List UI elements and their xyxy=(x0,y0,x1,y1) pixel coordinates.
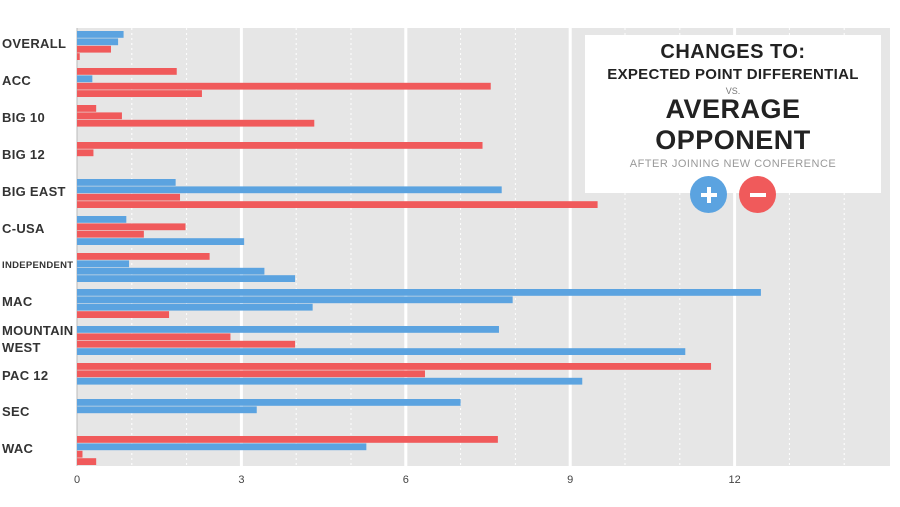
bar-negative xyxy=(77,53,80,60)
bar-positive xyxy=(77,260,130,268)
x-tick-label: 12 xyxy=(728,474,741,486)
x-tick-label: 9 xyxy=(567,474,574,486)
bar-negative xyxy=(77,223,186,231)
bar-positive xyxy=(77,296,513,304)
legend-title: CHANGES TO: xyxy=(660,41,806,63)
legend-vs: VS. xyxy=(725,86,741,96)
bar-negative xyxy=(77,230,144,238)
bar-negative xyxy=(77,112,122,120)
bar-negative xyxy=(77,370,425,378)
bar-negative xyxy=(77,311,170,318)
minus-icon xyxy=(739,176,776,213)
bar-positive xyxy=(77,289,761,296)
bar-negative xyxy=(77,68,177,75)
legend-main-heading: AVERAGE OPPONENT xyxy=(655,94,811,155)
bar-positive xyxy=(77,443,367,451)
bar-positive xyxy=(77,303,313,311)
legend-note: AFTER JOINING NEW CONFERENCE xyxy=(629,158,837,170)
bar-negative xyxy=(77,340,296,348)
legend-icons xyxy=(585,176,881,213)
bar-negative xyxy=(77,142,483,149)
x-tick-label: 6 xyxy=(402,474,409,486)
bar-negative xyxy=(77,450,83,458)
bar-positive xyxy=(77,406,257,414)
bar-negative xyxy=(77,105,97,112)
bar-negative xyxy=(77,119,315,127)
bar-negative xyxy=(77,90,202,97)
bar-negative xyxy=(77,363,712,370)
x-tick-label: 3 xyxy=(238,474,245,486)
category-label: INDEPENDENT xyxy=(2,260,74,271)
bar-negative xyxy=(77,333,231,341)
legend-panel: CHANGES TO: EXPECTED POINT DIFFERENTIAL … xyxy=(585,35,881,213)
bar-negative xyxy=(77,82,491,90)
bar-positive xyxy=(77,216,127,223)
category-label: WAC xyxy=(2,441,34,456)
bar-positive xyxy=(77,326,499,333)
category-label: OVERALL xyxy=(2,36,67,51)
bar-negative xyxy=(77,458,97,465)
bar-positive xyxy=(77,75,93,83)
bar-negative xyxy=(77,253,210,260)
category-label: BIG EAST xyxy=(2,184,66,199)
x-tick-label: 0 xyxy=(73,474,81,486)
bar-positive xyxy=(77,31,124,38)
category-label: SEC xyxy=(2,404,30,419)
bar-negative xyxy=(77,436,498,443)
bar-negative xyxy=(77,149,94,157)
bar-positive xyxy=(77,377,583,385)
category-label: C-USA xyxy=(2,221,45,236)
bar-negative xyxy=(77,45,111,53)
bar-positive xyxy=(77,238,245,245)
category-label: ACC xyxy=(2,73,32,88)
legend-subtitle: EXPECTED POINT DIFFERENTIAL xyxy=(607,66,859,83)
category-label: MAC xyxy=(2,294,33,309)
bar-negative xyxy=(77,201,598,208)
bar-negative xyxy=(77,193,181,201)
category-label: MOUNTAIN WEST xyxy=(2,323,74,355)
bar-positive xyxy=(77,275,296,282)
category-label: PAC 12 xyxy=(2,368,49,383)
bar-positive xyxy=(77,38,119,46)
bar-positive xyxy=(77,179,176,186)
bar-positive xyxy=(77,267,265,275)
bar-positive xyxy=(77,348,686,355)
category-label: BIG 10 xyxy=(2,110,45,125)
plus-icon xyxy=(690,176,727,213)
bar-positive xyxy=(77,186,502,194)
category-label: BIG 12 xyxy=(2,147,45,162)
bar-positive xyxy=(77,399,461,406)
